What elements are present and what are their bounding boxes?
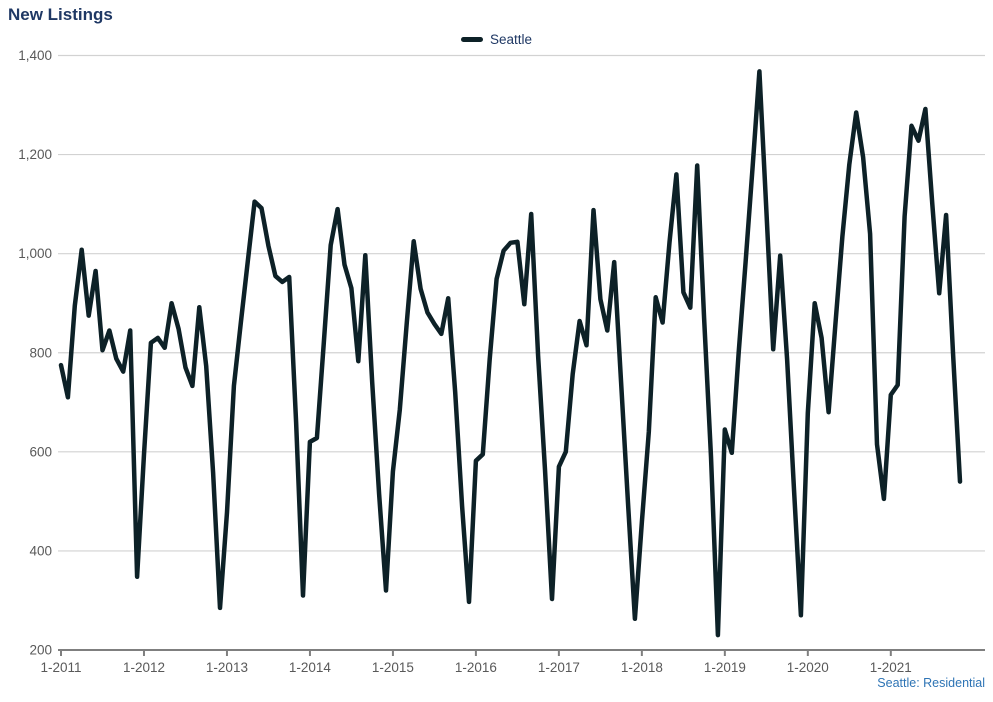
y-axis-tick-label: 200 [29, 643, 52, 658]
y-axis-tick-label: 400 [29, 543, 52, 558]
x-axis-tick-label: 1-2017 [538, 660, 580, 675]
y-axis-tick-label: 1,200 [18, 147, 52, 162]
legend-line-swatch-icon [460, 37, 483, 42]
y-axis-tick-label: 600 [29, 444, 52, 459]
x-axis-tick-label: 1-2021 [870, 660, 912, 675]
x-axis-tick-label: 1-2012 [123, 660, 165, 675]
page-title: New Listings [8, 5, 113, 24]
x-axis-tick-label: 1-2018 [621, 660, 663, 675]
x-axis-tick-label: 1-2015 [372, 660, 414, 675]
y-axis-tick-label: 800 [29, 345, 52, 360]
x-axis-tick-label: 1-2020 [787, 660, 829, 675]
legend-series-label: Seattle [489, 32, 533, 47]
legend[interactable]: Seattle [0, 32, 993, 47]
series-line-seattle [58, 69, 963, 638]
x-axis-tick-label: 1-2019 [704, 660, 746, 675]
x-axis-tick-label: 1-2014 [289, 660, 332, 675]
footer-source-label: Seattle: Residential [877, 676, 985, 690]
x-axis-tick-label: 1-2011 [40, 660, 81, 675]
x-axis-tick-label: 1-2016 [455, 660, 497, 675]
y-axis-tick-label: 1,400 [18, 48, 52, 63]
x-axis-tick-label: 1-2013 [206, 660, 248, 675]
y-axis-tick-label: 1,000 [18, 246, 52, 261]
